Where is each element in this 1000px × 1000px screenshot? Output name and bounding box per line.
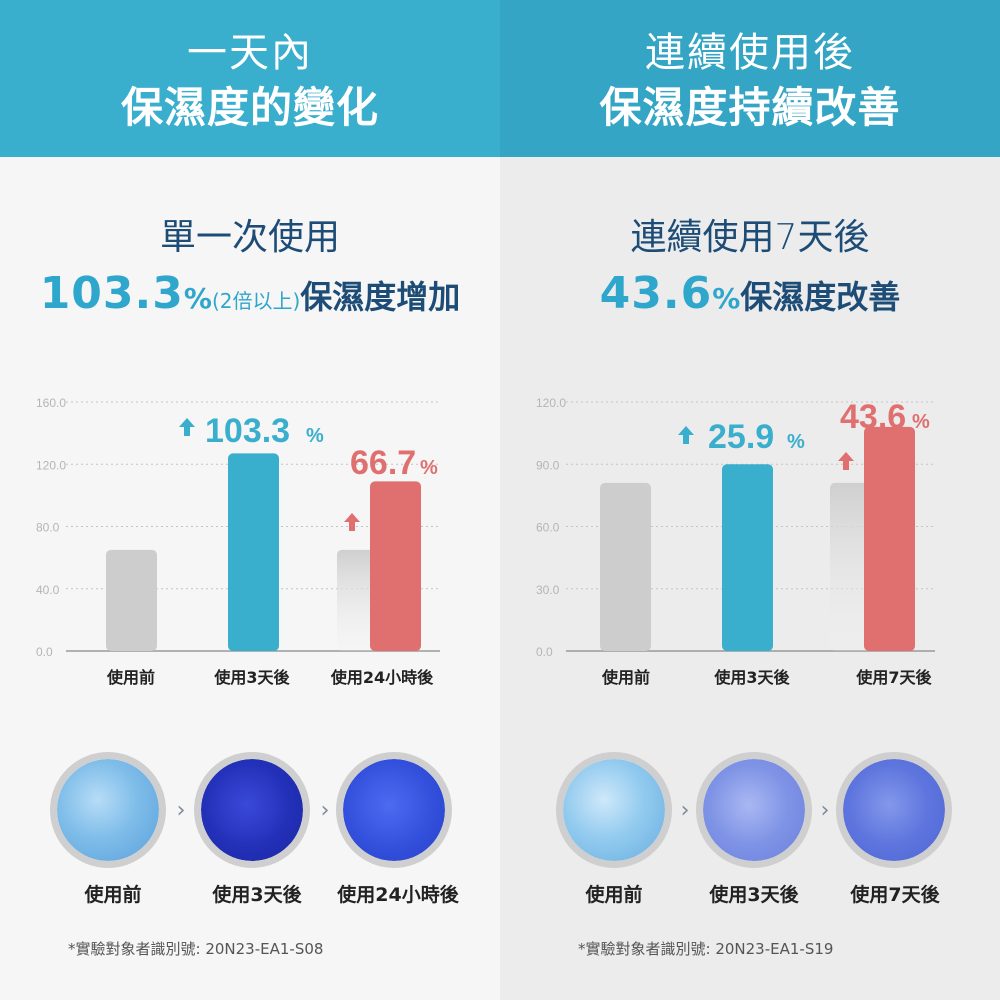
right-header-line2: 保濕度持續改善 bbox=[599, 83, 901, 132]
bar-value-label: 103.3 bbox=[205, 412, 290, 450]
bar-value-unit: % bbox=[787, 431, 805, 453]
left-header-line1: 一天內 bbox=[187, 30, 313, 76]
left-skin-images: › › bbox=[0, 752, 500, 872]
bar-red bbox=[864, 426, 915, 651]
up-arrow-icon bbox=[344, 513, 360, 531]
right-image-label-7days: 使用7天後 bbox=[850, 884, 940, 906]
right-footnote: *實驗對象者識別號: 20N23-EA1-S19 bbox=[578, 940, 834, 958]
bar-value-label: 43.6 bbox=[840, 398, 906, 436]
bar-red bbox=[370, 481, 421, 651]
right-image-label-3days: 使用3天後 bbox=[709, 884, 799, 906]
right-subtitle: 連續使用7天後 bbox=[630, 217, 870, 258]
x-tick-label: 使用7天後 bbox=[855, 668, 932, 687]
left-header: 一天內 保濕度的變化 bbox=[0, 0, 500, 157]
bar-value-unit: % bbox=[306, 425, 324, 447]
y-tick-label: 40.0 bbox=[36, 583, 60, 597]
bar-value-unit: % bbox=[420, 457, 438, 479]
bar-value-label: 66.7 bbox=[350, 444, 416, 482]
left-image-label-3days: 使用3天後 bbox=[212, 884, 302, 906]
right-skin-image-before bbox=[556, 752, 672, 868]
left-stat-percent: % bbox=[183, 282, 212, 315]
bar-value-label: 25.9 bbox=[708, 418, 774, 456]
left-subtitle: 單一次使用 bbox=[159, 217, 340, 258]
bar-gray bbox=[600, 482, 651, 651]
left-stat: 103.3%(2倍以上)保濕度增加 bbox=[0, 268, 500, 319]
left-bar-chart: 0.0 40.0 80.0 120.0 160.0 使用前 使用3天後 使用24小時後 103.… bbox=[36, 396, 440, 687]
y-tick-label: 60.0 bbox=[536, 521, 560, 535]
y-tick-label: 80.0 bbox=[36, 521, 60, 535]
right-panel: 連續使用後 保濕度持續改善 連續使用7天後 43.6%保濕度改善 0.0 30.0… bbox=[500, 0, 1000, 1000]
y-tick-label: 90.0 bbox=[536, 458, 560, 472]
left-stat-number: 103.3 bbox=[39, 268, 184, 319]
left-stat-tail: 保濕度增加 bbox=[300, 278, 461, 316]
up-arrow-icon bbox=[179, 418, 195, 436]
x-tick-label: 使用3天後 bbox=[213, 668, 290, 687]
y-tick-label: 120.0 bbox=[36, 458, 66, 472]
right-stat: 43.6%保濕度改善 bbox=[500, 268, 1000, 319]
y-tick-label: 0.0 bbox=[36, 645, 53, 659]
left-image-label-before: 使用前 bbox=[84, 884, 142, 906]
y-tick-label: 30.0 bbox=[536, 583, 560, 597]
chevron-right-icon: › bbox=[176, 798, 186, 823]
bar-value-unit: % bbox=[912, 411, 930, 433]
left-stat-note: (2倍以上) bbox=[211, 289, 301, 313]
x-tick-label: 使用前 bbox=[106, 668, 155, 687]
x-tick-label: 使用3天後 bbox=[713, 668, 790, 687]
bar-blue bbox=[228, 453, 279, 651]
bar-gray bbox=[106, 549, 157, 651]
right-stat-percent: % bbox=[712, 282, 741, 315]
right-skin-image-7days bbox=[836, 752, 952, 868]
y-tick-label: 0.0 bbox=[536, 645, 553, 659]
right-header: 連續使用後 保濕度持續改善 bbox=[500, 0, 1000, 157]
x-tick-label: 使用前 bbox=[601, 668, 650, 687]
left-skin-image-24hours bbox=[336, 752, 452, 868]
y-tick-label: 120.0 bbox=[536, 396, 566, 410]
right-skin-images: › › bbox=[500, 752, 1000, 872]
left-header-line2: 保濕度的變化 bbox=[120, 83, 379, 132]
left-footnote: *實驗對象者識別號: 20N23-EA1-S08 bbox=[68, 940, 324, 958]
right-stat-tail: 保濕度改善 bbox=[740, 278, 901, 316]
right-image-label-before: 使用前 bbox=[585, 884, 643, 906]
right-header-line1: 連續使用後 bbox=[645, 30, 855, 76]
bar-blue bbox=[722, 464, 773, 651]
left-panel: 一天內 保濕度的變化 單一次使用 103.3%(2倍以上)保濕度增加 0.0 40… bbox=[0, 0, 500, 958]
x-tick-label: 使用24小時後 bbox=[330, 668, 434, 687]
right-stat-number: 43.6 bbox=[599, 268, 713, 319]
left-skin-image-before bbox=[50, 752, 166, 868]
chevron-right-icon: › bbox=[680, 798, 690, 823]
y-tick-label: 160.0 bbox=[36, 396, 66, 410]
chevron-right-icon: › bbox=[820, 798, 830, 823]
up-arrow-icon bbox=[678, 426, 694, 444]
right-bar-chart: 0.0 30.0 60.0 90.0 120.0 使用前 使用3天後 使用7天後 25.9 % 43… bbox=[536, 396, 935, 687]
up-arrow-icon bbox=[838, 452, 854, 470]
left-image-label-24hours: 使用24小時後 bbox=[337, 884, 459, 906]
chevron-right-icon: › bbox=[320, 798, 330, 823]
left-skin-image-3days bbox=[194, 752, 310, 868]
right-skin-image-3days bbox=[696, 752, 812, 868]
